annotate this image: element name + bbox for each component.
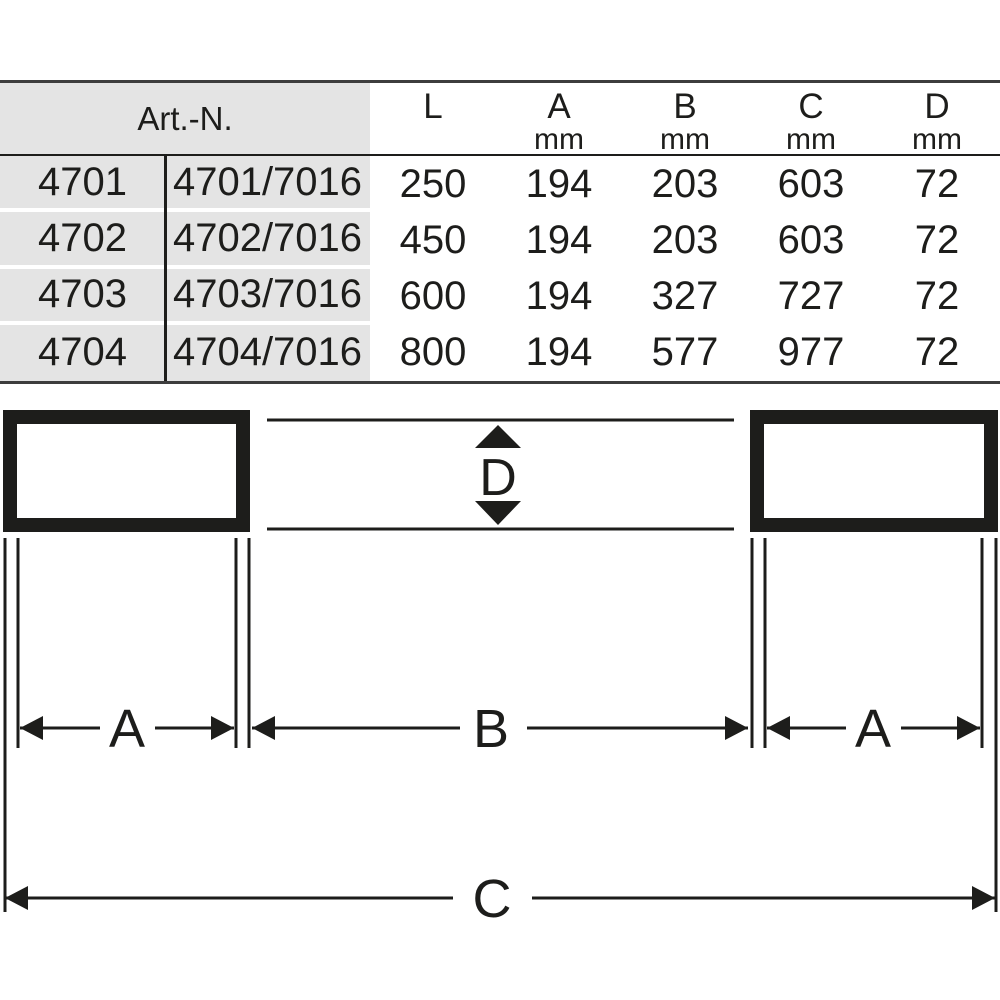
col-header-a: A mm: [496, 83, 622, 155]
art-number-variant-cell: 4704/7016: [165, 324, 370, 381]
value-d: 72: [914, 274, 960, 319]
value-d: 72: [914, 330, 960, 375]
dim-b-label: B: [473, 699, 509, 759]
col-header-c: C mm: [748, 83, 874, 155]
arrowhead-left-icon: [767, 716, 790, 740]
table-bottom-border: [0, 381, 1000, 384]
art-number-variant-cell: 4701/7016: [165, 156, 370, 213]
arrowhead-left-icon: [252, 716, 275, 740]
arrowhead-right-icon: [211, 716, 234, 740]
col-header-label: B: [673, 87, 697, 126]
col-header-label: L: [423, 87, 443, 126]
dim-a-left: A: [20, 699, 234, 759]
table-header-separator: [0, 154, 1000, 156]
dim-a-left-label: A: [109, 699, 145, 759]
col-header-label: D: [924, 87, 950, 126]
value-b: 203: [651, 161, 719, 206]
col-header-unit: mm: [534, 123, 584, 156]
art-number-cell: 4704: [0, 324, 165, 381]
table-body: 4701 4701/7016 250 194 203 603 72 4702 4…: [0, 156, 1000, 381]
col-header-d: D mm: [874, 83, 1000, 155]
right-profile-rect: [750, 410, 998, 532]
arrowhead-left-icon: [20, 716, 43, 740]
dim-c-label: C: [473, 869, 512, 929]
value-l: 600: [399, 274, 467, 319]
art-number-cell: 4701: [0, 156, 165, 213]
table-row: 4702 4702/7016 450 194 203 603 72: [0, 212, 1000, 269]
value-c: 727: [777, 274, 845, 319]
left-profile-rect: [3, 410, 250, 532]
value-d: 72: [914, 217, 960, 262]
dim-d-up-arrow: [475, 425, 521, 448]
value-b: 577: [651, 330, 719, 375]
value-b: 203: [651, 217, 719, 262]
table-header-row: Art.-N. L A mm B mm C mm D mm: [0, 83, 1000, 155]
col-header-l: L: [370, 83, 496, 155]
arrowhead-right-icon: [725, 716, 748, 740]
value-l: 250: [399, 161, 467, 206]
art-number-variant-cell: 4703/7016: [165, 268, 370, 325]
art-number-cell: 4703: [0, 268, 165, 325]
art-number-cell: 4702: [0, 212, 165, 269]
col-header-label: C: [798, 87, 824, 126]
arrowhead-right-icon: [957, 716, 980, 740]
table-row: 4701 4701/7016 250 194 203 603 72: [0, 156, 1000, 213]
table-row: 4704 4704/7016 800 194 577 977 72: [0, 324, 1000, 381]
value-l: 800: [399, 330, 467, 375]
value-l: 450: [399, 217, 467, 262]
col-header-unit: mm: [786, 123, 836, 156]
value-a: 194: [525, 161, 593, 206]
value-b: 327: [651, 274, 719, 319]
dim-b: B: [252, 699, 748, 759]
dim-a-right: A: [767, 699, 980, 759]
dim-a-right-label: A: [855, 699, 891, 759]
value-a: 194: [525, 330, 593, 375]
value-d: 72: [914, 161, 960, 206]
art-number-header: Art.-N.: [0, 83, 370, 155]
dim-d-down-arrow: [475, 501, 521, 525]
dim-d-label: D: [479, 449, 517, 507]
col-header-unit: mm: [912, 123, 962, 156]
arrowhead-left-icon: [5, 886, 28, 910]
art-column-divider: [164, 156, 167, 381]
dim-c: C: [5, 869, 995, 929]
art-number-variant-cell: 4702/7016: [165, 212, 370, 269]
col-header-unit: mm: [660, 123, 710, 156]
value-c: 603: [777, 161, 845, 206]
value-c: 603: [777, 217, 845, 262]
value-a: 194: [525, 274, 593, 319]
col-header-label: A: [547, 87, 571, 126]
arrowhead-right-icon: [972, 886, 995, 910]
table-top-border: [0, 80, 1000, 83]
dimension-drawing: D A B: [3, 410, 998, 929]
col-header-b: B mm: [622, 83, 748, 155]
value-a: 194: [525, 217, 593, 262]
table-row: 4703 4703/7016 600 194 327 727 72: [0, 268, 1000, 325]
value-c: 977: [777, 330, 845, 375]
